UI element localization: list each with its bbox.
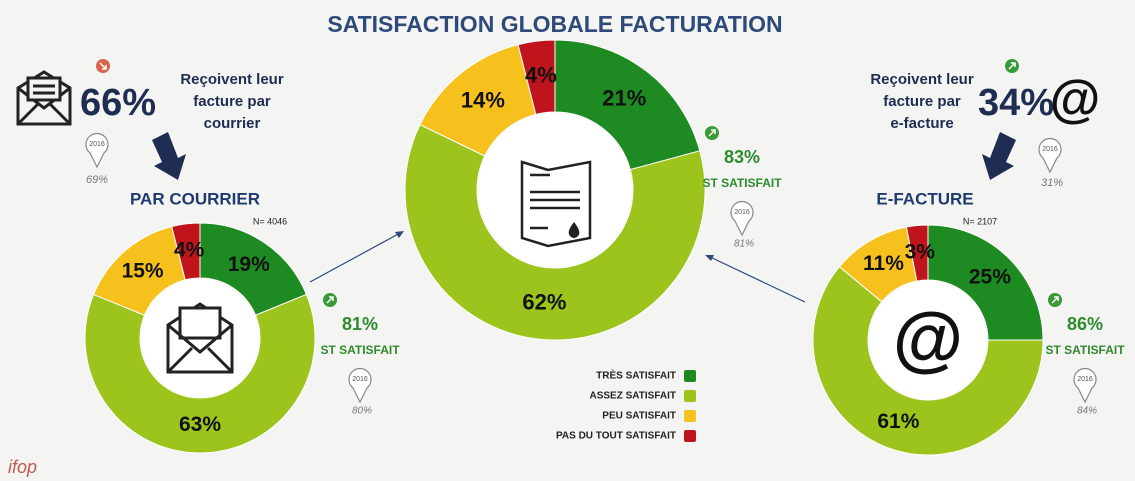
channel-previous: 31% (1041, 177, 1063, 189)
legend-swatch (684, 410, 696, 422)
value-label: 4% (525, 63, 557, 88)
trend-up-arrow (326, 296, 334, 304)
satisfied-share: 83% (724, 147, 760, 167)
satisfied-label: ST SATISFAIT (320, 343, 400, 357)
pin (1073, 367, 1097, 404)
connector-left-head (395, 231, 404, 238)
donut-segment (905, 224, 929, 282)
value-label: 62% (522, 289, 566, 314)
pin (1038, 137, 1062, 174)
donut-segment (812, 265, 1044, 456)
logo: ifop (8, 457, 37, 477)
connector-right (707, 255, 806, 303)
value-label: 11% (863, 252, 904, 275)
value-label: 14% (461, 87, 505, 112)
down-arrow-left (152, 132, 186, 180)
value-label: 21% (602, 85, 646, 110)
donut-note: N= 4046 (253, 216, 287, 226)
legend-label: PEU SATISFAIT (602, 411, 676, 422)
envelope-flap (166, 323, 234, 374)
donut-segment (404, 123, 706, 341)
pin (348, 367, 372, 404)
value-label: 63% (179, 413, 221, 436)
pin-year: 2016 (1042, 146, 1058, 153)
donut-note: N= 2107 (963, 216, 997, 226)
pin (85, 132, 109, 169)
donut-segment (199, 222, 308, 316)
channel-text: courrier (204, 115, 261, 132)
envelope-icon (16, 70, 72, 126)
value-label: 4% (174, 239, 205, 262)
value-label: 61% (877, 410, 919, 433)
channel-share: 34% (978, 82, 1054, 124)
pin (730, 200, 754, 237)
channel-text: facture par (193, 93, 271, 110)
title: SATISFACTION GLOBALE FACTURATION (327, 11, 782, 37)
value-label: 3% (905, 240, 936, 263)
channel-icon: @ (1050, 71, 1101, 129)
legend-label: TRÈS SATISFAIT (596, 369, 676, 382)
value-label: 15% (122, 259, 164, 282)
donut-title: PAR COURRIER (130, 189, 260, 208)
pin-year: 2016 (1077, 376, 1093, 383)
channel-previous: 69% (86, 174, 108, 186)
envelope-letter (178, 306, 222, 340)
donut-segment (927, 224, 1044, 341)
pin-year: 2016 (352, 376, 368, 383)
satisfied-share: 81% (342, 314, 378, 334)
legend-swatch (684, 430, 696, 442)
legend-swatch (684, 370, 696, 382)
channel-text: Reçoivent leur (180, 71, 284, 88)
value-label: 25% (969, 266, 1011, 289)
satisfied-share: 86% (1067, 314, 1103, 334)
pin-year: 2016 (734, 209, 750, 216)
donut-segment (84, 293, 316, 454)
satisfied-previous: 84% (1077, 406, 1097, 417)
donut-hole (869, 281, 987, 399)
satisfied-label: ST SATISFAIT (702, 176, 782, 190)
value-label: 19% (228, 253, 270, 276)
satisfied-previous: 80% (352, 406, 372, 417)
trend-up-arrow (1008, 62, 1016, 70)
donut-segment (171, 222, 201, 281)
channel-text: e-facture (890, 115, 953, 132)
donut-title: E-FACTURE (876, 189, 973, 208)
donut-segment (517, 39, 556, 116)
legend-label: PAS DU TOUT SATISFAIT (556, 431, 676, 442)
connector-left (309, 231, 403, 283)
trend-down-arrow (99, 62, 107, 70)
document-icon (520, 160, 592, 248)
satisfied-label: ST SATISFAIT (1045, 343, 1125, 357)
channel-share: 66% (80, 82, 156, 124)
legend-label: ASSEZ SATISFAIT (590, 391, 677, 402)
pin-year: 2016 (89, 141, 105, 148)
satisfied-previous: 81% (734, 239, 754, 250)
donut-segment (554, 39, 701, 171)
channel-text: facture par (883, 93, 961, 110)
donut-icon: @ (893, 299, 963, 379)
envelope-icon (166, 302, 234, 374)
down-arrow-right (982, 132, 1016, 180)
document-drop (568, 222, 580, 238)
legend-swatch (684, 390, 696, 402)
connector-right-head (705, 255, 714, 261)
trend-up-arrow (708, 129, 716, 137)
trend-up-arrow (1051, 296, 1059, 304)
channel-text: Reçoivent leur (870, 71, 974, 88)
